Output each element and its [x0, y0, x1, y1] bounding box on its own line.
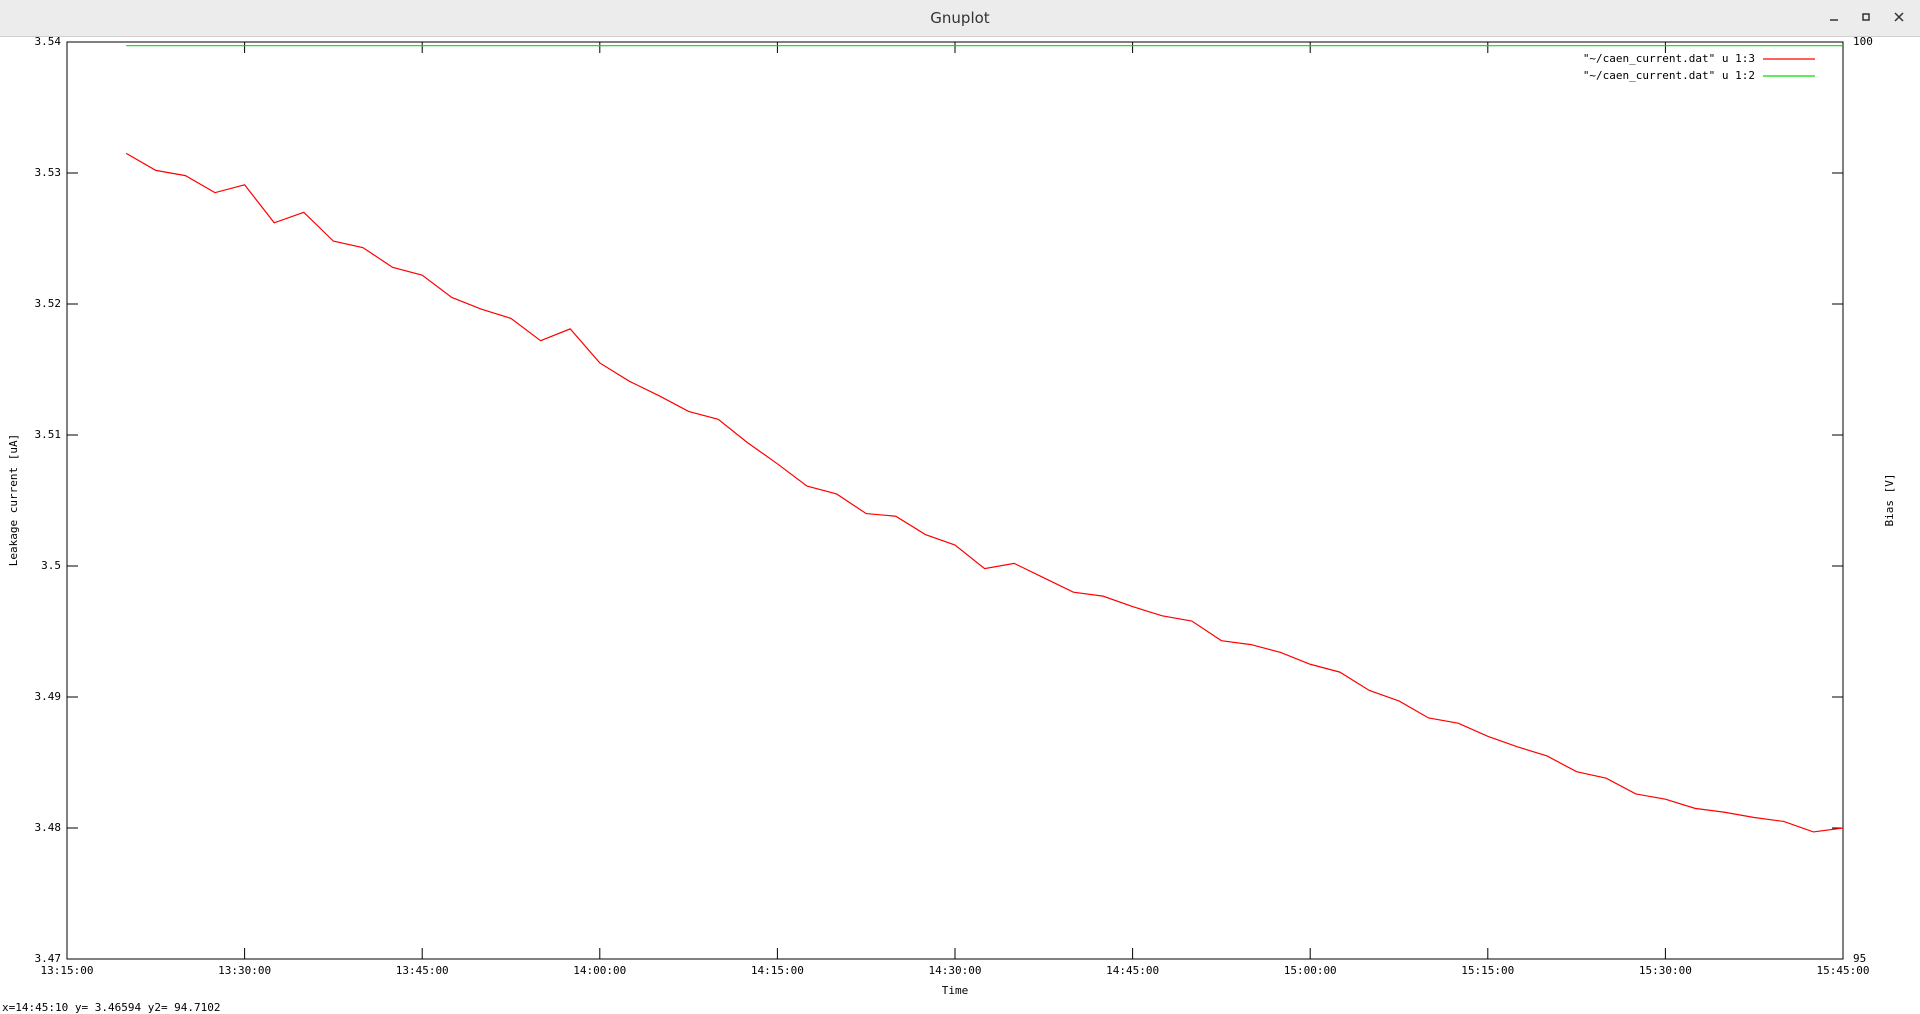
y-axis-label: Leakage current [uA]: [7, 434, 20, 566]
y2-tick-label: 100: [1853, 35, 1873, 48]
x-tick-label: 14:00:00: [573, 964, 626, 977]
y-tick-label: 3.54: [35, 35, 62, 48]
y2-tick-label: 95: [1853, 952, 1866, 965]
y-tick-label: 3.48: [35, 821, 62, 834]
y-tick-label: 3.47: [35, 952, 62, 965]
window-controls: [1830, 12, 1904, 22]
x-axis-label: Time: [942, 984, 969, 997]
title-bar: Gnuplot: [0, 0, 1920, 37]
x-tick-label: 14:15:00: [751, 964, 804, 977]
legend-label: "~/caen_current.dat" u 1:3: [1583, 52, 1755, 65]
y-tick-label: 3.51: [35, 428, 62, 441]
x-tick-label: 15:30:00: [1639, 964, 1692, 977]
data-line: [125, 152, 1844, 833]
y-tick-label: 3.5: [41, 559, 61, 572]
status-text: x=14:45:10 y= 3.46594 y2= 94.7102: [2, 1001, 221, 1014]
x-tick-label: 13:15:00: [41, 964, 94, 977]
x-tick-label: 13:30:00: [218, 964, 271, 977]
x-tick-label: 15:45:00: [1817, 964, 1870, 977]
close-button[interactable]: [1894, 12, 1904, 22]
window-title: Gnuplot: [930, 9, 990, 27]
y2-axis-label: Bias [V]: [1883, 474, 1896, 527]
x-tick-label: 13:45:00: [396, 964, 449, 977]
x-tick-label: 14:30:00: [929, 964, 982, 977]
legend-label: "~/caen_current.dat" u 1:2: [1583, 69, 1755, 82]
y-tick-label: 3.53: [35, 166, 62, 179]
maximize-button[interactable]: [1862, 13, 1870, 21]
plot-frame: [66, 41, 1844, 960]
x-tick-label: 15:15:00: [1461, 964, 1514, 977]
y-tick-label: 3.49: [35, 690, 62, 703]
y-tick-label: 3.52: [35, 297, 62, 310]
x-tick-label: 15:00:00: [1284, 964, 1337, 977]
x-tick-label: 14:45:00: [1106, 964, 1159, 977]
